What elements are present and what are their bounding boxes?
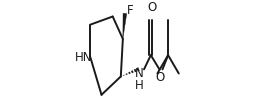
Text: HN: HN	[75, 51, 92, 64]
Text: N: N	[135, 67, 144, 80]
Text: H: H	[135, 79, 144, 92]
Polygon shape	[123, 13, 127, 39]
Text: F: F	[127, 4, 134, 17]
Text: O: O	[156, 71, 165, 84]
Text: O: O	[147, 2, 157, 14]
